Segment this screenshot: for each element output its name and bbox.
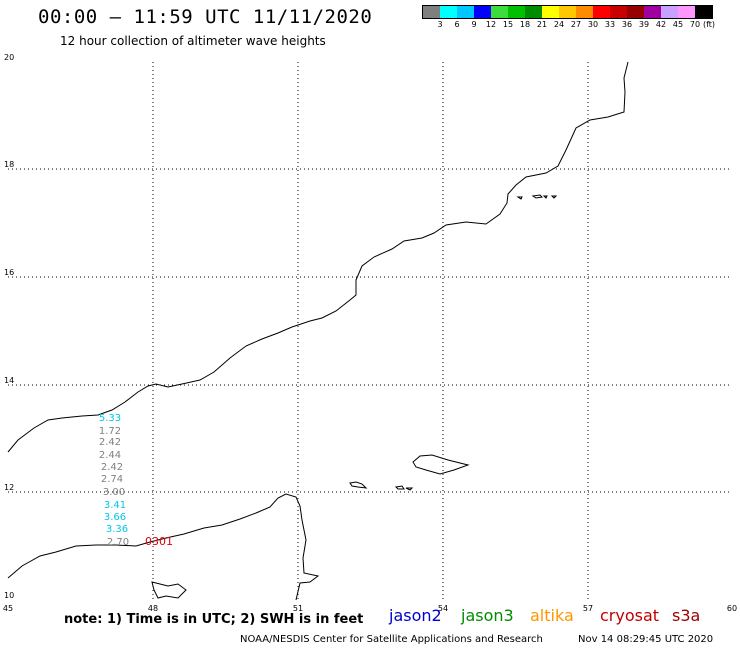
latitude-tick-label: 14	[4, 376, 14, 385]
legend-tick-label: 9	[471, 20, 477, 29]
legend-swatch	[695, 6, 712, 18]
wave-height-observation-label: 2.44	[99, 450, 121, 461]
legend-swatch	[474, 6, 491, 18]
coastline-small-island	[394, 485, 405, 490]
satellite-pass-time-label: 0301	[145, 535, 173, 548]
legend-tick-label: 27	[570, 20, 582, 29]
legend-swatch	[457, 6, 474, 18]
latitude-tick-label: 10	[4, 591, 14, 600]
wave-height-observation-label: 3.00	[103, 487, 125, 498]
wave-height-observation-label: 3.66	[104, 512, 126, 523]
coastline-arabian-peninsula	[7, 61, 629, 453]
wave-height-observation-label: 2.74	[101, 474, 123, 485]
longitude-tick-label: 48	[148, 604, 158, 613]
satellite-label-altika: altika	[530, 606, 574, 625]
wave-height-observation-label: 2.42	[99, 437, 121, 448]
legend-tick-label: 33	[604, 20, 616, 29]
coastline-small-island	[349, 481, 368, 489]
legend-tick-label: 12	[485, 20, 497, 29]
legend-tick-label: 18	[519, 20, 531, 29]
legend-swatch	[525, 6, 542, 18]
legend-tick-label: 42	[655, 20, 667, 29]
longitude-tick-label: 60	[727, 604, 737, 613]
legend-swatch	[644, 6, 661, 18]
longitude-tick-label: 54	[438, 604, 448, 613]
satellite-label-cryosat: cryosat	[600, 606, 660, 625]
legend-swatch	[576, 6, 593, 18]
legend-tick-label: 15	[502, 20, 514, 29]
longitude-tick-label: 57	[583, 604, 593, 613]
footer-note: note: 1) Time is in UTC; 2) SWH is in fe…	[64, 612, 364, 627]
legend-swatch	[593, 6, 610, 18]
legend-tick-label: 30	[587, 20, 599, 29]
coastline-kuria-muria-islands	[516, 194, 558, 200]
wave-height-observation-label: 3.41	[104, 500, 126, 511]
legend-tick-label: 39	[638, 20, 650, 29]
wave-height-observation-label: 2.70	[107, 537, 129, 548]
satellite-label-s3a: s3a	[672, 606, 701, 625]
legend-swatch	[610, 6, 627, 18]
coastline-horn-of-africa	[7, 493, 320, 601]
wave-height-observation-label: 3.36	[106, 524, 128, 535]
legend-tick-label: 6	[454, 20, 460, 29]
generated-timestamp: Nov 14 08:29:45 UTC 2020	[578, 634, 714, 645]
latitude-tick-label: 18	[4, 160, 14, 169]
coastline-small-island	[405, 487, 414, 491]
legend-swatch	[508, 6, 525, 18]
legend-tick-label: 70	[689, 20, 701, 29]
legend-tick-label: 45	[672, 20, 684, 29]
legend-unit-label: (ft)	[702, 20, 716, 29]
credit-text: NOAA/NESDIS Center for Satellite Applica…	[240, 634, 543, 645]
legend-swatch	[423, 6, 440, 18]
coastline-socotra-island	[412, 454, 470, 475]
wave-height-observation-label: 5.33	[99, 413, 121, 424]
legend-swatch	[542, 6, 559, 18]
latitude-tick-label: 20	[4, 53, 14, 62]
page-title: 00:00 – 11:59 UTC 11/11/2020	[38, 6, 373, 28]
latitude-tick-label: 12	[4, 483, 14, 492]
page-subtitle: 12 hour collection of altimeter wave hei…	[60, 34, 326, 48]
legend-swatch	[491, 6, 508, 18]
legend-tick-label: 21	[536, 20, 548, 29]
legend-swatch	[678, 6, 695, 18]
longitude-tick-label: 51	[293, 604, 303, 613]
wave-height-observation-label: 1.72	[99, 426, 121, 437]
wave-height-observation-label: 2.42	[101, 462, 123, 473]
legend-swatch	[559, 6, 576, 18]
wave-height-color-legend	[422, 5, 713, 19]
legend-tick-label: 3	[437, 20, 443, 29]
legend-tick-label: 36	[621, 20, 633, 29]
satellite-label-jason2: jason2	[389, 606, 442, 625]
coastline-somali-islets	[151, 581, 187, 599]
legend-swatch	[661, 6, 678, 18]
latitude-tick-label: 16	[4, 268, 14, 277]
longitude-tick-label: 45	[3, 604, 13, 613]
legend-swatch	[627, 6, 644, 18]
legend-tick-label: 24	[553, 20, 565, 29]
legend-swatch	[440, 6, 457, 18]
satellite-label-jason3: jason3	[461, 606, 514, 625]
